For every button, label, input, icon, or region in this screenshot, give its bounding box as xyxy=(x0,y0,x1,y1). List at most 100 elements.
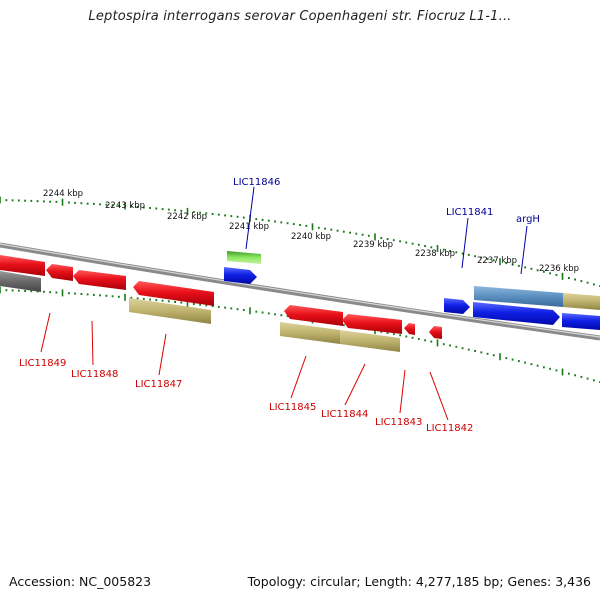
minor-tick xyxy=(199,211,201,214)
gene-LIC11846[interactable] xyxy=(227,251,261,264)
gene-label-LIC11848[interactable]: LIC11848 xyxy=(71,369,118,380)
minor-tick xyxy=(555,273,558,276)
gene-forward-LIC11846-b[interactable] xyxy=(224,267,257,284)
kbp-label: 2236 kbp xyxy=(539,264,579,274)
gene-label-LIC11847[interactable]: LIC11847 xyxy=(135,379,182,390)
minor-tick xyxy=(267,312,270,315)
minor-tick xyxy=(11,199,14,202)
minor-tick xyxy=(280,314,283,317)
minor-tick xyxy=(55,200,58,203)
gene-label-LIC11841[interactable]: LIC11841 xyxy=(446,207,493,218)
minor-tick xyxy=(24,199,26,202)
gene-label-LIC11842[interactable]: LIC11842 xyxy=(426,423,473,434)
minor-tick xyxy=(330,228,333,231)
minor-tick xyxy=(86,293,89,296)
minor-tick xyxy=(155,299,158,302)
minor-tick xyxy=(467,253,470,256)
major-tick xyxy=(311,223,314,231)
major-tick xyxy=(61,289,64,297)
minor-tick xyxy=(242,216,245,219)
gene-forward-LIC11841[interactable] xyxy=(444,298,470,314)
minor-tick xyxy=(574,278,576,281)
minor-tick xyxy=(192,303,195,305)
gene-LIC11845[interactable] xyxy=(284,305,343,326)
minor-tick xyxy=(492,259,495,262)
gene-LIC11847[interactable] xyxy=(133,281,214,306)
gene-LIC11845-olive[interactable] xyxy=(280,322,340,344)
minor-tick xyxy=(280,221,283,224)
minor-tick xyxy=(405,241,408,244)
gene-reverse-LIC11849a[interactable] xyxy=(0,255,45,276)
minor-tick xyxy=(392,239,395,242)
minor-tick xyxy=(543,366,545,369)
gene-LIC11844[interactable] xyxy=(342,314,402,334)
minor-tick xyxy=(511,263,514,266)
gene-label-LIC11844[interactable]: LIC11844 xyxy=(321,409,368,420)
minor-tick xyxy=(118,295,120,298)
topology-summary: Topology: circular; Length: 4,277,185 bp… xyxy=(247,574,591,589)
minor-tick xyxy=(105,294,108,297)
gene-label-LIC11846[interactable]: LIC11846 xyxy=(233,177,280,188)
minor-tick xyxy=(80,202,83,205)
minor-tick xyxy=(24,290,26,292)
gene-forward-right[interactable] xyxy=(562,313,600,330)
minor-tick xyxy=(167,208,170,211)
minor-tick xyxy=(417,243,420,246)
minor-tick xyxy=(255,310,258,313)
minor-tick xyxy=(267,219,270,222)
minor-tick xyxy=(411,336,414,339)
kbp-label: 2243 kbp xyxy=(105,201,145,211)
gene-LIC11843[interactable] xyxy=(404,323,415,335)
gene-label-LIC11845[interactable]: LIC11845 xyxy=(269,402,316,413)
gene-argH-continuation[interactable] xyxy=(563,293,600,310)
minor-tick xyxy=(449,250,451,252)
gene-reverse-LIC11849b[interactable] xyxy=(0,271,41,292)
reverse-leader-lines xyxy=(40,312,449,421)
kbp-label: 2239 kbp xyxy=(353,240,393,250)
gene-reverse-LIC11848b[interactable] xyxy=(73,270,126,290)
upper-tick-ring xyxy=(0,196,600,287)
minor-tick xyxy=(180,209,183,212)
minor-tick xyxy=(274,313,276,316)
minor-tick xyxy=(305,224,308,227)
minor-tick xyxy=(180,301,183,304)
gene-label-LIC11849[interactable]: LIC11849 xyxy=(19,358,66,369)
minor-tick xyxy=(261,218,264,221)
minor-tick xyxy=(93,202,95,205)
minor-tick xyxy=(505,262,508,265)
minor-tick xyxy=(505,357,508,360)
minor-tick xyxy=(5,289,8,292)
minor-tick xyxy=(142,297,145,300)
minor-tick xyxy=(142,206,145,209)
gene-label-argH[interactable]: argH xyxy=(516,214,540,225)
major-tick xyxy=(499,353,501,361)
minor-tick xyxy=(43,200,45,203)
minor-tick xyxy=(467,348,470,351)
minor-tick xyxy=(261,311,264,314)
minor-tick xyxy=(86,202,89,205)
minor-tick xyxy=(230,307,233,310)
minor-tick xyxy=(580,375,583,378)
minor-tick xyxy=(536,269,539,272)
forward-leader-lines xyxy=(245,186,528,275)
gene-LIC11844-olive[interactable] xyxy=(340,330,400,352)
gene-forward-argH-b[interactable] xyxy=(473,302,560,325)
major-tick xyxy=(186,299,189,307)
minor-tick xyxy=(30,199,33,202)
gene-label-LIC11843[interactable]: LIC11843 xyxy=(375,417,422,428)
minor-tick xyxy=(424,339,426,342)
minor-tick xyxy=(317,226,320,229)
minor-tick xyxy=(480,351,483,354)
gene-LIC11847-olive[interactable] xyxy=(129,298,211,324)
minor-tick xyxy=(518,360,520,363)
minor-tick xyxy=(161,299,164,302)
minor-tick xyxy=(386,238,389,241)
gene-argH[interactable] xyxy=(474,286,563,307)
gene-reverse-LIC11848a[interactable] xyxy=(46,264,73,281)
minor-tick xyxy=(386,331,389,334)
minor-tick xyxy=(480,256,483,259)
minor-tick xyxy=(355,232,358,235)
gene-LIC11842[interactable] xyxy=(429,326,442,339)
major-tick xyxy=(249,307,251,315)
